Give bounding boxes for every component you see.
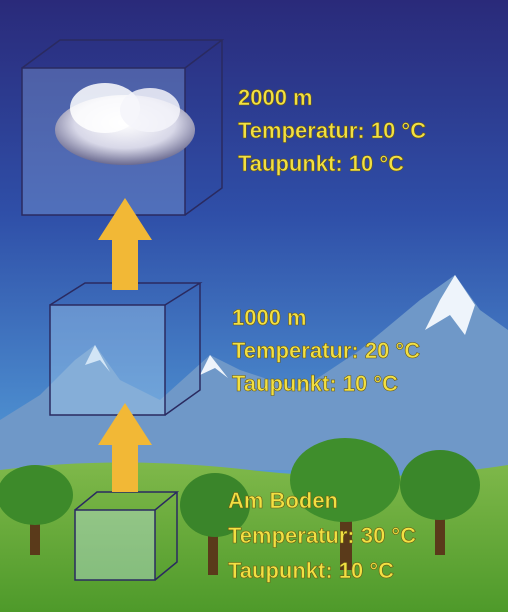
tree-crown <box>0 465 73 525</box>
illustration: 2000 m Temperatur: 10 °C Taupunkt: 10 °C… <box>0 0 508 612</box>
dew-point-label: Taupunkt: 10 °C <box>238 151 404 176</box>
altitude-label: 2000 m <box>238 85 313 110</box>
cloud-part <box>120 88 180 132</box>
page: 2000 m Temperatur: 10 °C Taupunkt: 10 °C… <box>0 0 508 612</box>
cube-front <box>75 510 155 580</box>
temperature-label: Temperatur: 30 °C <box>228 523 416 548</box>
altitude-label: Am Boden <box>228 488 338 513</box>
temperature-label: Temperatur: 10 °C <box>238 118 426 143</box>
dew-point-label: Taupunkt: 10 °C <box>232 371 398 396</box>
dew-point-label: Taupunkt: 10 °C <box>228 558 394 583</box>
altitude-label: 1000 m <box>232 305 307 330</box>
temperature-label: Temperatur: 20 °C <box>232 338 420 363</box>
cube-front <box>50 305 165 415</box>
tree-crown <box>400 450 480 520</box>
